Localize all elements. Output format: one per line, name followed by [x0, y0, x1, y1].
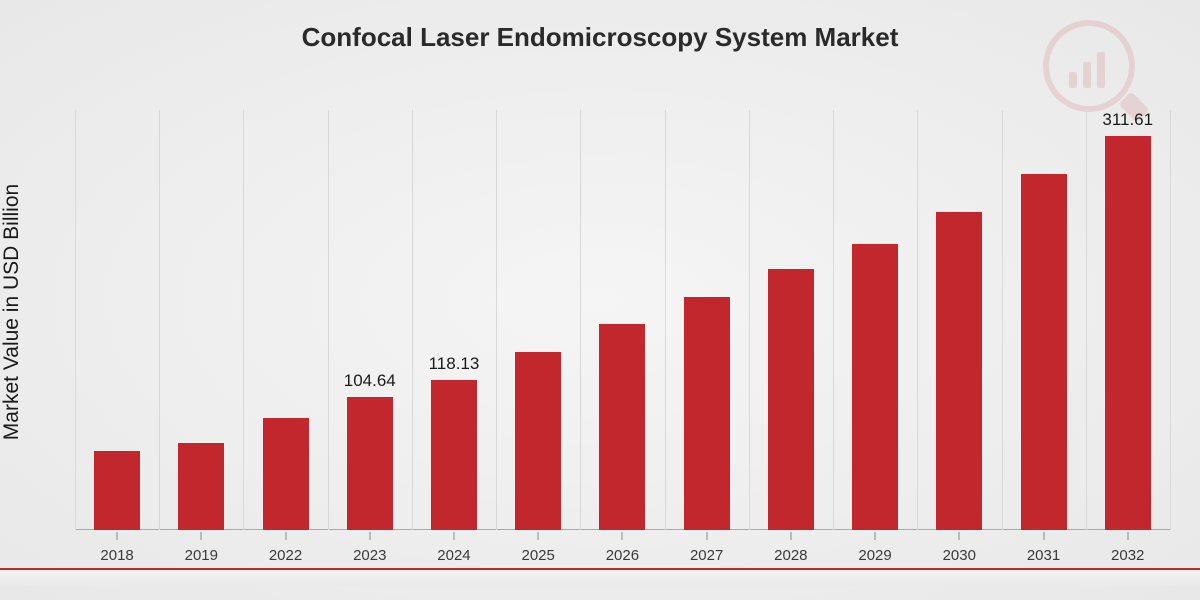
bar: [852, 244, 898, 530]
grid-line: [1170, 110, 1171, 530]
bar-group: 2031: [1001, 110, 1085, 530]
y-axis-label: Market Value in USD Billion: [0, 184, 24, 440]
x-tick: [285, 532, 286, 540]
x-tick: [117, 532, 118, 540]
bar: [768, 269, 814, 530]
x-axis-label: 2024: [437, 547, 470, 564]
x-axis-label: 2019: [185, 547, 218, 564]
x-axis-label: 2030: [943, 547, 976, 564]
bar-group: 2028: [749, 110, 833, 530]
bars-container: 201820192022104.642023118.13202420252026…: [75, 110, 1170, 530]
x-tick: [369, 532, 370, 540]
bar: [515, 352, 561, 530]
x-axis-label: 2022: [269, 547, 302, 564]
bar-group: 2030: [917, 110, 1001, 530]
bar: [263, 418, 309, 530]
chart-title: Confocal Laser Endomicroscopy System Mar…: [0, 22, 1200, 53]
bar-group: 2019: [159, 110, 243, 530]
x-tick: [790, 532, 791, 540]
bar-group: 2027: [665, 110, 749, 530]
x-axis-label: 2028: [774, 547, 807, 564]
x-axis-label: 2029: [858, 547, 891, 564]
x-axis-label: 2026: [606, 547, 639, 564]
x-axis-label: 2025: [522, 547, 555, 564]
bar-group: 2026: [580, 110, 664, 530]
x-tick: [538, 532, 539, 540]
bottom-accent-band: [0, 568, 1200, 586]
x-axis-label: 2032: [1111, 547, 1144, 564]
bar: [431, 380, 477, 530]
bar: [347, 397, 393, 530]
x-axis-label: 2023: [353, 547, 386, 564]
bar: [684, 297, 730, 530]
bar: [94, 451, 140, 530]
x-axis-label: 2018: [100, 547, 133, 564]
chart-plot-area: 201820192022104.642023118.13202420252026…: [75, 110, 1170, 530]
x-tick: [453, 532, 454, 540]
x-tick: [622, 532, 623, 540]
bar-group: 2022: [243, 110, 327, 530]
bar: [1021, 174, 1067, 530]
watermark-logo: [1043, 20, 1135, 112]
bar-group: 2029: [833, 110, 917, 530]
bar: [599, 324, 645, 530]
bar: [936, 212, 982, 530]
bar-value-label: 311.61: [1102, 110, 1153, 130]
x-tick: [706, 532, 707, 540]
bar: [178, 443, 224, 530]
bar-value-label: 104.64: [344, 371, 396, 391]
bar-value-label: 118.13: [429, 354, 480, 374]
bar-group: 104.642023: [328, 110, 412, 530]
x-axis-label: 2027: [690, 547, 723, 564]
x-tick: [1043, 532, 1044, 540]
x-axis-label: 2031: [1027, 547, 1060, 564]
bar-group: 2025: [496, 110, 580, 530]
x-tick: [959, 532, 960, 540]
x-tick: [875, 532, 876, 540]
x-tick: [201, 532, 202, 540]
bar-group: 311.612032: [1086, 110, 1170, 530]
x-tick: [1127, 532, 1128, 540]
bar-group: 2018: [75, 110, 159, 530]
bar-group: 118.132024: [412, 110, 496, 530]
bar: [1105, 136, 1151, 530]
